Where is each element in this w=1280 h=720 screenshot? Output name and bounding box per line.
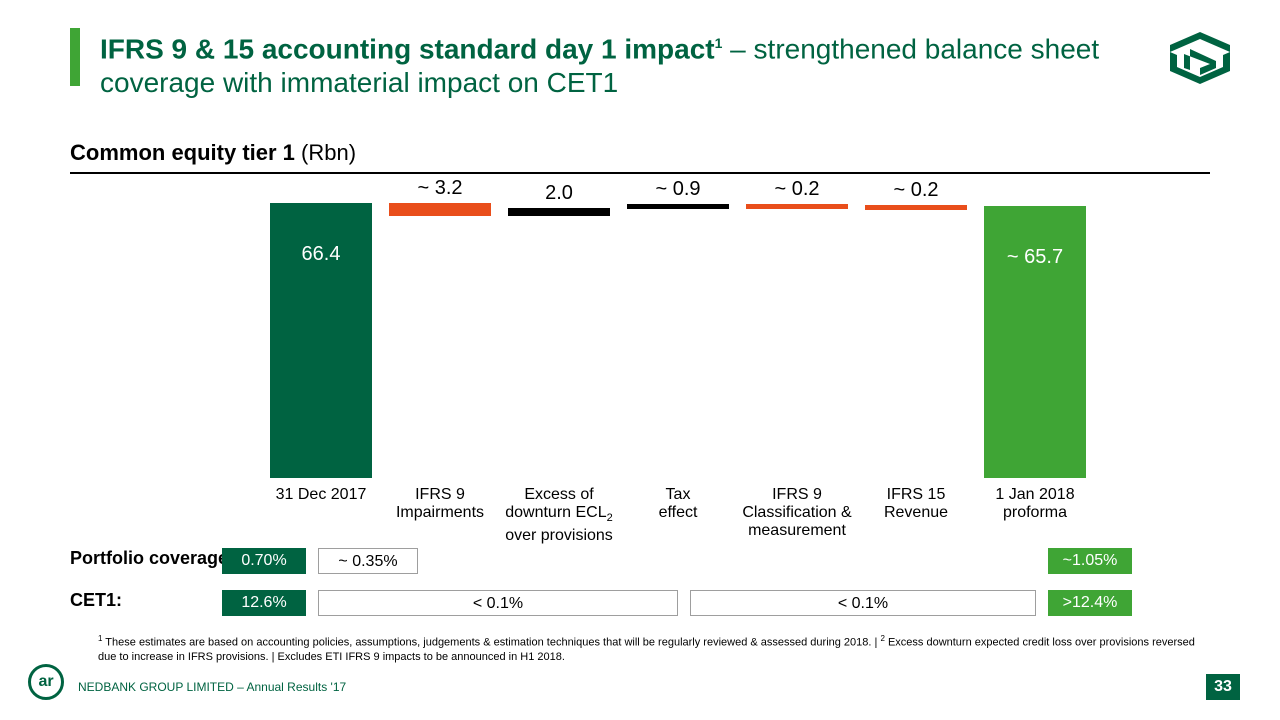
bar-value-tax: ~ 0.9 — [627, 178, 729, 201]
xlabel-start: 31 Dec 2017 — [262, 486, 380, 504]
bar-value-excess: 2.0 — [508, 182, 610, 205]
bar-ifrs9c — [746, 204, 848, 209]
xlabel-ifrs9c: IFRS 9Classification &measurement — [738, 486, 856, 540]
cet1-label: CET1: — [70, 590, 122, 611]
bar-excess — [508, 208, 610, 216]
row-cet1-pill-0: 12.6% — [222, 590, 306, 616]
bar-end: ~ 65.7 — [984, 206, 1086, 478]
row-cet1-pill-3: >12.4% — [1048, 590, 1132, 616]
footnote-text1: These estimates are based on accounting … — [102, 637, 880, 649]
xlabel-excess: Excess ofdownturn ECL2over provisions — [500, 486, 618, 545]
accent-bar — [70, 28, 80, 86]
row-portfolio-pill-0: 0.70% — [222, 548, 306, 574]
bar-value-end: ~ 65.7 — [984, 246, 1086, 269]
bar-start: 66.4 — [270, 203, 372, 478]
ar-badge-icon: ar — [28, 664, 64, 700]
slide: IFRS 9 & 15 accounting standard day 1 im… — [0, 0, 1280, 720]
bar-value-ifrs9i: ~ 3.2 — [389, 177, 491, 200]
xlabel-ifrs15: IFRS 15Revenue — [857, 486, 975, 522]
section-bold: Common equity tier 1 — [70, 140, 295, 165]
row-cet1-pill-1: < 0.1% — [318, 590, 678, 616]
slide-title: IFRS 9 & 15 accounting standard day 1 im… — [100, 26, 1100, 100]
row-portfolio-pill-2: ~1.05% — [1048, 548, 1132, 574]
bar-value-ifrs15: ~ 0.2 — [865, 179, 967, 202]
xlabel-tax: Taxeffect — [619, 486, 737, 522]
xlabel-end: 1 Jan 2018proforma — [976, 486, 1094, 522]
footnote: 1 These estimates are based on accountin… — [98, 632, 1208, 664]
bar-ifrs15 — [865, 205, 967, 210]
bar-tax — [627, 204, 729, 209]
page-number: 33 — [1206, 674, 1240, 700]
section-rule — [70, 172, 1210, 174]
waterfall-chart: 66.4~ 3.22.0~ 0.9~ 0.2~ 0.2~ 65.7 — [270, 188, 1110, 478]
title-bold: IFRS 9 & 15 accounting standard day 1 im… — [100, 33, 715, 64]
row-portfolio-pill-1: ~ 0.35% — [318, 548, 418, 574]
bar-value-start: 66.4 — [270, 243, 372, 266]
row-cet1-pill-2: < 0.1% — [690, 590, 1036, 616]
bar-ifrs9i — [389, 203, 491, 216]
portfolio-coverage-label: Portfolio coverage: — [70, 548, 234, 569]
nedbank-logo-icon — [1170, 32, 1230, 84]
section-heading: Common equity tier 1 (Rbn) — [70, 140, 356, 166]
xlabel-ifrs9i: IFRS 9Impairments — [381, 486, 499, 522]
section-rest: (Rbn) — [295, 140, 356, 165]
footer-text: NEDBANK GROUP LIMITED – Annual Results '… — [78, 680, 346, 694]
bar-value-ifrs9c: ~ 0.2 — [746, 178, 848, 201]
